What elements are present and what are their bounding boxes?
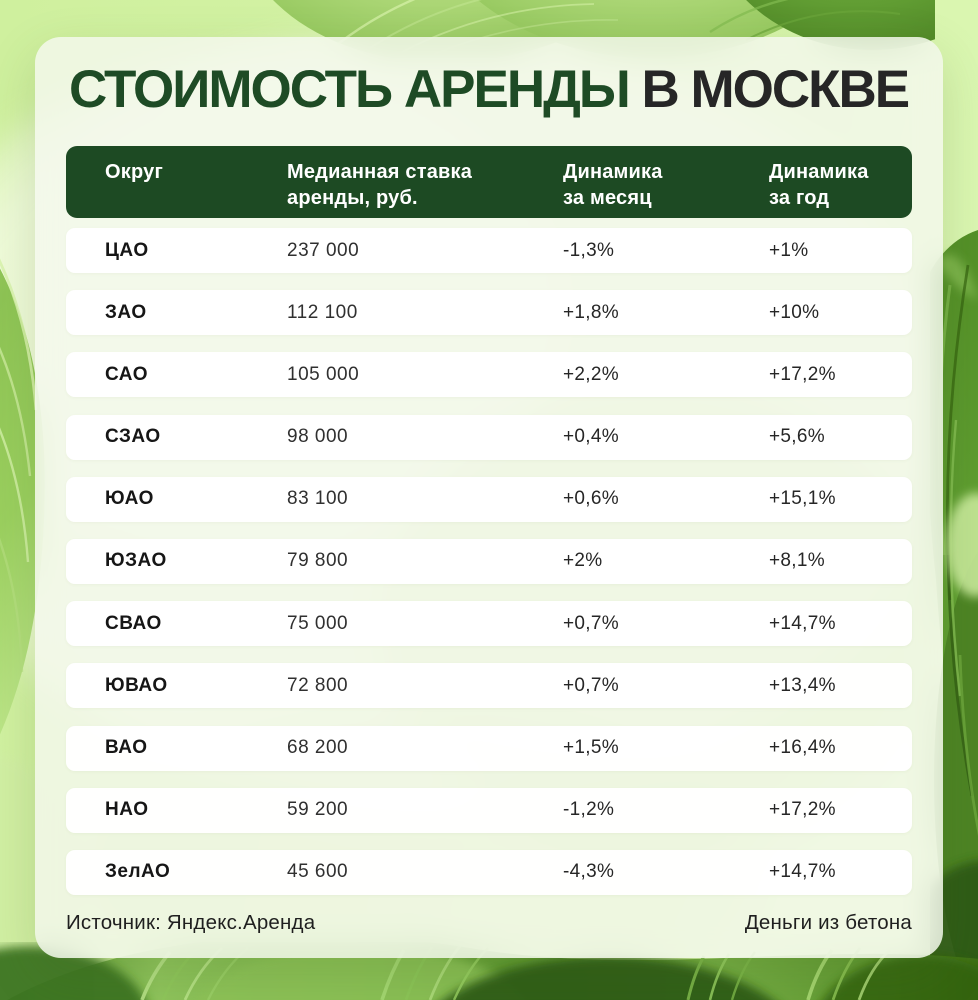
cell-district: САО — [105, 363, 148, 385]
table-row-svao: СВАО 75 000 +0,7% +14,7% — [66, 601, 912, 647]
cell-district: ЮЗАО — [105, 550, 167, 572]
table-row-vao: ВАО 68 200 +1,5% +16,4% — [66, 725, 912, 771]
cell-month: -1,2% — [563, 799, 615, 821]
table-row-yuao: ЮАО 83 100 +0,6% +15,1% — [66, 476, 912, 522]
cell-year: +5,6% — [769, 426, 825, 448]
cell-year: +8,1% — [769, 550, 825, 572]
cell-district: ВАО — [105, 737, 148, 758]
cell-year: +14,7% — [769, 861, 836, 883]
cell-district: ЮВАО — [105, 674, 168, 696]
cell-district: ЗелАО — [105, 861, 171, 883]
header-line: Динамика — [563, 161, 663, 183]
table-row-cao: ЦАО 237 000 -1,3% +1% — [66, 228, 912, 273]
title-part-green: СТОИМОСТЬ АРЕНДЫ — [69, 60, 642, 119]
cell-rate: 59 200 — [287, 799, 349, 821]
cell-rate: 98 000 — [287, 426, 349, 448]
source-note: Источник: Яндекс.Аренда — [66, 910, 316, 934]
cell-month: -1,3% — [563, 239, 615, 261]
cell-month: +1,5% — [563, 737, 619, 758]
cell-district: СЗАО — [105, 426, 161, 448]
header-line: Медианная ставка — [287, 161, 473, 183]
cell-year: +17,2% — [769, 799, 836, 821]
cell-month: +0,7% — [563, 674, 619, 696]
cell-rate: 237 000 — [287, 239, 360, 261]
cell-district: ЗАО — [105, 301, 147, 323]
header-line: Динамика — [769, 161, 869, 183]
content-card: СТОИМОСТЬ АРЕНДЫ В МОСКВЕ Округ Медианна… — [35, 37, 943, 958]
cell-rate: 105 000 — [287, 363, 360, 385]
table-row-zelao: ЗелАО 45 600 -4,3% +14,7% — [66, 849, 912, 895]
table-row-yuzao: ЮЗАО 79 800 +2% +8,1% — [66, 538, 912, 584]
header-line: за месяц — [563, 187, 652, 209]
cell-month: +2,2% — [563, 363, 619, 385]
cell-district: СВАО — [105, 612, 162, 634]
table-row-sao: САО 105 000 +2,2% +17,2% — [66, 352, 912, 398]
cell-rate: 112 100 — [287, 301, 358, 323]
cell-month: +1,8% — [563, 301, 619, 323]
header-line: Округ — [105, 161, 163, 183]
cell-rate: 79 800 — [287, 550, 349, 572]
cell-year: +16,4% — [769, 737, 836, 758]
cell-month: +0,7% — [563, 612, 619, 634]
card-footer: Источник: Яндекс.Аренда Деньги из бетона — [66, 911, 912, 935]
header-line: за год — [769, 187, 830, 209]
header-line: аренды, руб. — [287, 187, 418, 209]
header-cell-month: Динамика за месяц — [563, 159, 769, 218]
table-row-yuvao: ЮВАО 72 800 +0,7% +13,4% — [66, 663, 912, 709]
cell-month: -4,3% — [563, 861, 615, 883]
table-row-szao: СЗАО 98 000 +0,4% +5,6% — [66, 414, 912, 460]
cell-month: +0,4% — [563, 426, 619, 448]
cell-rate: 45 600 — [287, 861, 349, 883]
brand-name: Деньги из бетона — [744, 910, 912, 934]
title-part-dark: В МОСКВЕ — [641, 60, 910, 119]
table-body: ЦАО 237 000 -1,3% +1% ЗАО 112 100 +1,8% … — [66, 228, 912, 895]
cell-year: +10% — [769, 301, 820, 323]
cell-district: ЦАО — [105, 239, 149, 261]
cell-rate: 75 000 — [287, 612, 349, 634]
table-row-nao: НАО 59 200 -1,2% +17,2% — [66, 787, 912, 833]
cell-district: ЮАО — [105, 488, 154, 510]
cell-year: +15,1% — [769, 488, 836, 510]
page-title: СТОИМОСТЬ АРЕНДЫ В МОСКВЕ — [66, 63, 912, 116]
cell-district: НАО — [105, 799, 149, 821]
cell-year: +14,7% — [769, 612, 836, 634]
cell-month: +2% — [563, 550, 603, 572]
cell-rate: 83 100 — [287, 488, 349, 510]
header-cell-rate: Медианная ставка аренды, руб. — [287, 159, 563, 218]
cell-year: +1% — [769, 239, 809, 261]
cell-year: +17,2% — [769, 363, 836, 385]
header-cell-district: Округ — [105, 159, 287, 218]
table-header-row: Округ Медианная ставка аренды, руб. Дина… — [66, 146, 912, 218]
table-row-zao: ЗАО 112 100 +1,8% +10% — [66, 290, 912, 336]
cell-rate: 68 200 — [287, 737, 349, 758]
cell-rate: 72 800 — [287, 674, 349, 696]
cell-month: +0,6% — [563, 488, 619, 510]
cell-year: +13,4% — [769, 674, 836, 696]
header-cell-year: Динамика за год — [769, 159, 902, 218]
